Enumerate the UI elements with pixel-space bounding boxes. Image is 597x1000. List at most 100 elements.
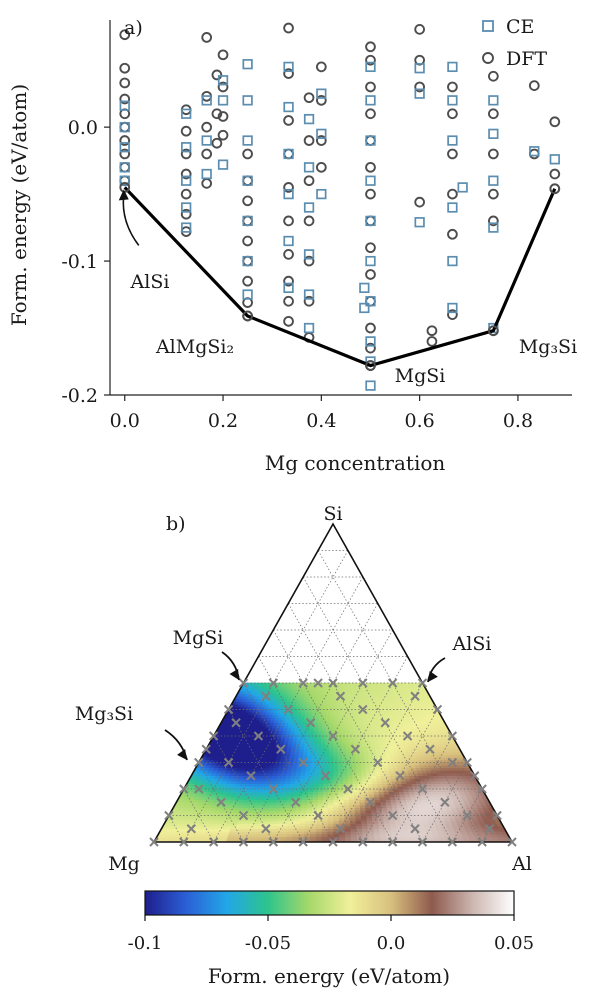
heatmap-cell	[357, 783, 363, 787]
dft-point	[365, 41, 376, 53]
heatmap-cell	[301, 796, 308, 800]
heatmap-cell	[374, 770, 381, 774]
heatmap-cell	[302, 751, 308, 755]
heatmap-cell	[298, 820, 306, 824]
heatmap-cell	[409, 815, 417, 819]
heatmap-cell	[278, 783, 285, 787]
heatmap-cell	[342, 793, 349, 798]
heatmap-cell	[343, 801, 350, 806]
dft-point	[315, 95, 327, 106]
heatmap-cell	[285, 799, 292, 803]
heatmap-cell	[358, 801, 365, 806]
ce-point	[283, 148, 294, 160]
colorbar-tick-label: -0.05	[245, 933, 291, 954]
heatmap-cell	[355, 825, 362, 830]
heatmap-cell	[369, 740, 375, 745]
heatmap-cell	[315, 748, 321, 753]
heatmap-cell	[320, 740, 326, 745]
heatmap-cell	[397, 791, 405, 795]
heatmap-cell	[308, 733, 314, 737]
heatmap-cell	[351, 780, 358, 785]
heatmap-cell	[398, 817, 406, 822]
heatmap-cell	[372, 825, 380, 830]
heatmap-cell	[308, 738, 314, 742]
heatmap-cell	[320, 735, 326, 739]
heatmap-cell	[332, 687, 337, 692]
heatmap-cell	[313, 772, 320, 777]
heatmap-cell	[300, 738, 306, 742]
legend-label: CE	[506, 16, 534, 38]
ce-point	[242, 135, 253, 146]
heatmap-cell	[390, 831, 398, 835]
heatmap-cell	[354, 815, 361, 819]
heatmap-cell	[345, 748, 351, 753]
heatmap-cell	[336, 738, 342, 742]
dft-point	[549, 116, 561, 128]
heatmap-cell	[328, 764, 334, 769]
heatmap-cell	[380, 804, 387, 808]
heatmap-cell	[310, 820, 317, 824]
heatmap-cell	[352, 738, 358, 742]
heatmap-cell	[271, 815, 279, 819]
heatmap-cell	[317, 788, 324, 792]
heatmap-cell	[276, 793, 283, 798]
heatmap-cell	[337, 796, 344, 800]
heatmap-cell	[332, 709, 337, 713]
y-axis-label: Form. energy (eV/atom)	[7, 84, 31, 326]
heatmap-cell	[327, 820, 334, 824]
heatmap-cell	[319, 695, 324, 700]
heatmap-cell	[332, 746, 338, 750]
heatmap-cell	[388, 793, 395, 798]
heatmap-cell	[357, 740, 363, 745]
heatmap-cell	[332, 815, 339, 819]
heatmap-cell	[343, 823, 351, 827]
ce-point	[414, 63, 425, 74]
heatmap-cell	[348, 735, 354, 739]
heatmap-cell	[339, 711, 345, 716]
heatmap-cell	[317, 799, 323, 803]
heatmap-cell	[315, 754, 321, 758]
heatmap-cell	[410, 820, 418, 824]
heatmap-cell	[346, 772, 353, 777]
heatmap-cell	[322, 695, 327, 700]
heatmap-cell	[353, 801, 360, 806]
heatmap-cell	[318, 780, 324, 785]
ce-point	[217, 159, 229, 170]
heatmap-cell	[338, 687, 343, 692]
heatmap-cell	[316, 730, 322, 734]
heatmap-cell	[360, 815, 367, 819]
heatmap-cell	[282, 815, 290, 819]
heatmap-cell	[327, 788, 334, 792]
heatmap-cell	[323, 764, 329, 769]
heatmap-cell	[341, 687, 346, 692]
heatmap-cell	[305, 727, 311, 732]
heatmap-cell	[341, 762, 347, 766]
heatmap-cell	[385, 804, 392, 808]
heatmap-cell	[319, 759, 325, 763]
heatmap-cell	[292, 759, 298, 763]
heatmap-cell	[337, 756, 343, 761]
heatmap-cell	[344, 738, 350, 742]
ce-point	[488, 95, 499, 106]
heatmap-cell	[305, 815, 312, 819]
heatmap-cell	[338, 836, 346, 840]
x-tick-label: 0.8	[503, 410, 533, 432]
heatmap-cell	[338, 833, 346, 838]
heatmap-cell	[385, 807, 393, 811]
heatmap-cell	[329, 693, 334, 697]
heatmap-cell	[348, 738, 354, 742]
annotation-label: Mg₃Si	[519, 336, 577, 358]
dft-point	[365, 135, 376, 146]
heatmap-cell	[286, 831, 293, 835]
ce-point	[303, 322, 315, 334]
heatmap-cell	[280, 828, 288, 832]
heatmap-cell	[348, 690, 353, 694]
ce-point	[316, 188, 327, 200]
heatmap-cell	[388, 823, 396, 827]
heatmap-cell	[377, 791, 385, 795]
heatmap-cell	[381, 786, 389, 790]
heatmap-cell	[358, 717, 363, 721]
heatmap-cell	[279, 780, 286, 785]
ce-point	[201, 135, 212, 146]
heatmap-cell	[393, 820, 401, 824]
